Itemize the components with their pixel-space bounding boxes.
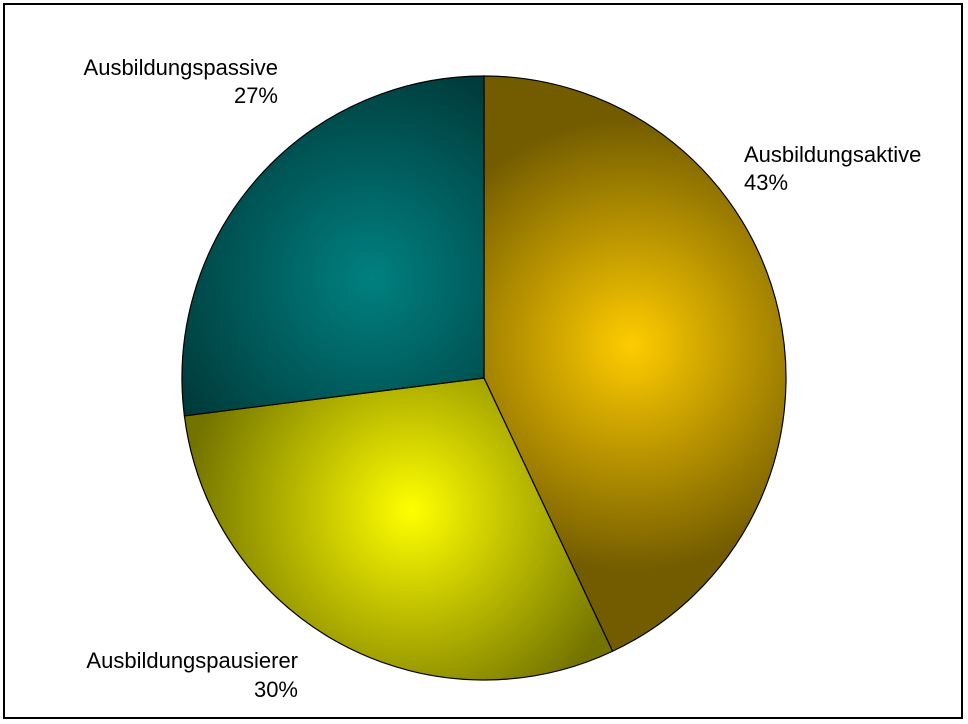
pie-slice-ausbildungspausierer bbox=[183, 377, 614, 681]
slice-value-ausbildungspausierer: 30% bbox=[254, 677, 298, 702]
pie-slice-ausbildungsaktive bbox=[483, 75, 787, 653]
slice-label-ausbildungsaktive: Ausbildungsaktive bbox=[744, 142, 921, 167]
pie-slices bbox=[181, 75, 787, 681]
slice-label-ausbildungspausierer: Ausbildungspausierer bbox=[86, 648, 298, 673]
slice-label-ausbildungspassive: Ausbildungspassive bbox=[84, 55, 278, 80]
pie-slice-ausbildungspassive bbox=[181, 75, 485, 417]
slice-value-ausbildungsaktive: 43% bbox=[744, 170, 788, 195]
slice-value-ausbildungspassive: 27% bbox=[234, 83, 278, 108]
